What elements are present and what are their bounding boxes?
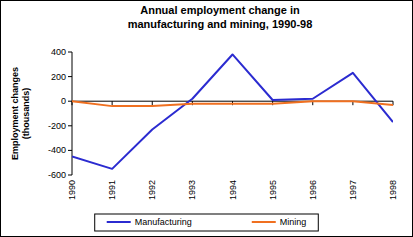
y-axis-label: Employment changes(thousands) (10, 67, 31, 160)
plot-area (72, 54, 393, 168)
y-tick-label: 400 (51, 47, 66, 57)
x-tick-label: 1997 (348, 180, 358, 200)
y-tick (68, 101, 72, 102)
legend-box (95, 214, 319, 231)
x-tick-label: 1998 (388, 180, 398, 200)
x-tick-label: 1991 (107, 180, 117, 200)
y-tick-label: -200 (48, 121, 66, 131)
title-line: manufacturing and mining, 1990-98 (128, 18, 313, 30)
x-tick-label: 1990 (67, 180, 77, 200)
x-tick (112, 101, 113, 105)
legend-item: Mining (252, 217, 307, 227)
y-tick-label: 0 (61, 96, 66, 106)
y-tick-label: 200 (51, 72, 66, 82)
x-tick-label: 1992 (147, 180, 157, 200)
x-tick-label: 1995 (268, 180, 278, 200)
x-tick-label: 1996 (308, 180, 318, 200)
y-tick-label: -400 (48, 145, 66, 155)
chart-border (1, 1, 413, 237)
title: Annual employment change in manufacturing… (128, 4, 313, 30)
y-axis-label-line: (thousands) (21, 88, 31, 140)
series-line (72, 54, 393, 168)
title-line: Annual employment change in (140, 4, 300, 16)
legend-swatch (107, 221, 131, 223)
x-tick-label: 1993 (187, 180, 197, 200)
x-tick (152, 101, 153, 105)
legend-label: Manufacturing (135, 217, 192, 227)
chart: Annual employment change in manufacturing… (0, 0, 413, 237)
legend-swatch (252, 221, 276, 223)
y-tick (68, 52, 72, 53)
x-tick-label: 1994 (228, 180, 238, 200)
y-tick (68, 125, 72, 126)
series-line (72, 101, 393, 106)
y-tick (68, 175, 72, 176)
y-tick-label: -600 (48, 170, 66, 180)
legend: Manufacturing Mining (107, 217, 307, 227)
legend-label: Mining (280, 217, 307, 227)
y-tick (68, 150, 72, 151)
y-axis-label-line: Employment changes (10, 67, 20, 160)
y-tick (68, 76, 72, 77)
legend-item: Manufacturing (107, 217, 192, 227)
